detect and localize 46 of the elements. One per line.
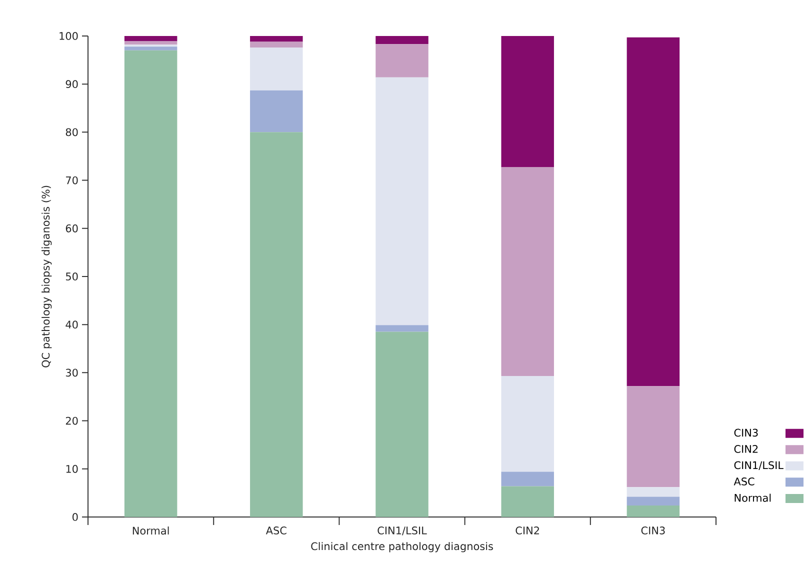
bar (501, 486, 554, 517)
x-tick-label: Normal (132, 526, 169, 535)
bar (250, 90, 303, 132)
bar (501, 472, 554, 486)
y-axis-title: QC pathology biopsy diganosis (%) (42, 186, 52, 368)
bar (501, 376, 554, 472)
text: CIN3 (734, 428, 758, 437)
y-tick-label: 100 (60, 32, 78, 40)
bar (250, 42, 303, 48)
bar (626, 487, 680, 497)
bar (250, 132, 303, 517)
text: CIN2 (734, 445, 758, 453)
bar (124, 36, 178, 42)
bar (626, 496, 680, 506)
y-tick-label: 10 (66, 464, 78, 473)
bar (626, 386, 680, 488)
x-tick-label: CIN2 (516, 526, 539, 534)
y-tick-label: 0 (72, 513, 78, 521)
bar (376, 36, 428, 44)
text: ASC (734, 477, 754, 486)
y-tick-label: 40 (66, 320, 78, 329)
y-tick-label: 90 (66, 80, 78, 88)
legend-label: CIN1/LSIL (734, 461, 784, 470)
y-tick-label: 70 (66, 176, 78, 184)
y-tick-label: 60 (66, 224, 78, 232)
y-tick-label: 30 (66, 368, 78, 377)
bar (376, 44, 428, 78)
y-tick-label: 20 (66, 416, 78, 425)
bar (124, 50, 178, 517)
bar (376, 332, 428, 517)
y-tick-label: 50 (66, 272, 78, 280)
bar (250, 48, 303, 90)
bar (626, 37, 680, 386)
bar (501, 167, 554, 376)
bar (501, 36, 554, 168)
bar (124, 46, 178, 50)
y-tick-label: 80 (66, 128, 78, 136)
bar (250, 36, 303, 42)
x-tick-label: ASC (266, 526, 286, 534)
x-tick-label: CIN1/LSIL (378, 526, 427, 536)
bar (626, 505, 680, 517)
x-tick-label: CIN3 (641, 526, 665, 534)
x-axis-title: Clinical centre pathology diagnosis (311, 542, 493, 552)
bar (376, 325, 428, 332)
bar (376, 77, 428, 326)
legend-label: Normal (734, 494, 771, 502)
